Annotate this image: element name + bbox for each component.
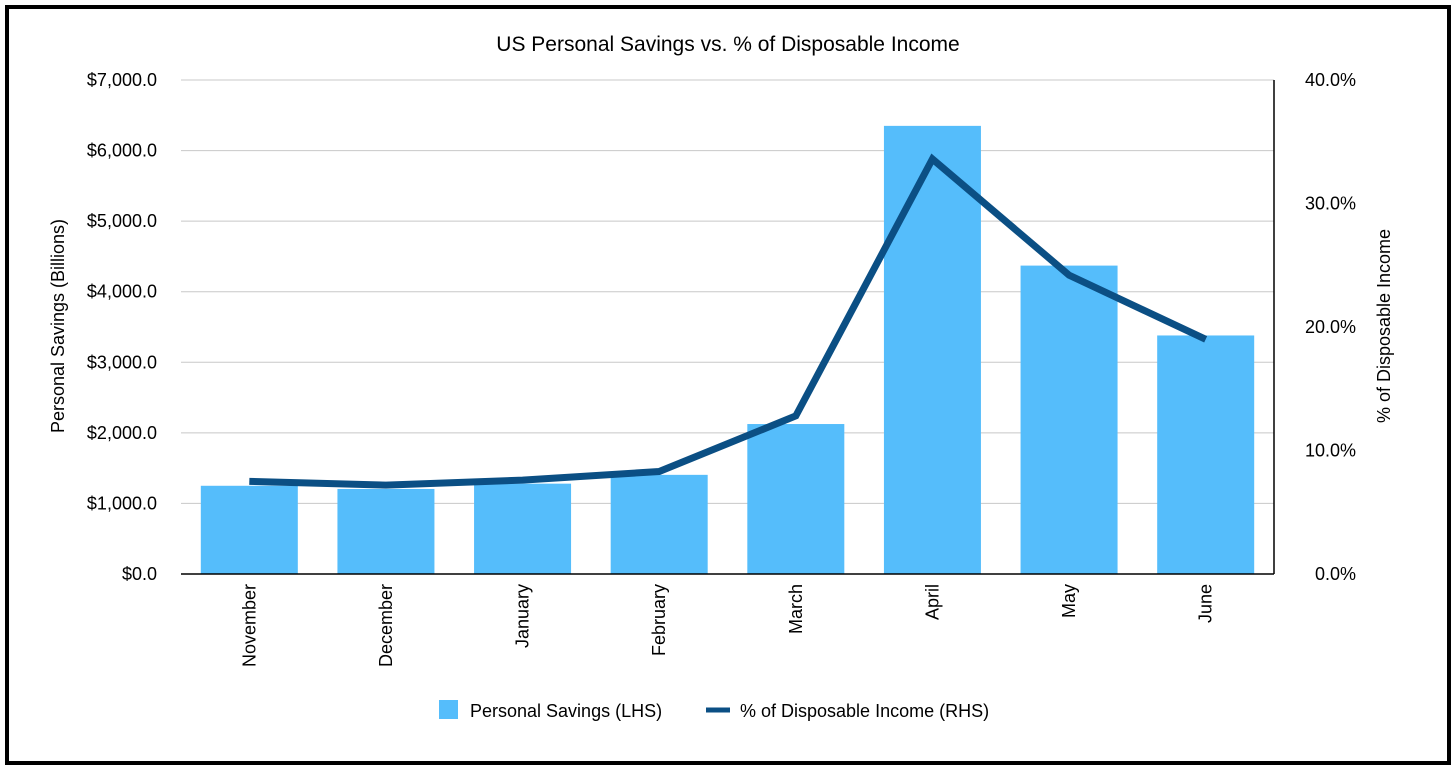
x-tick-label: December: [376, 584, 396, 667]
legend-label-line: % of Disposable Income (RHS): [740, 701, 989, 721]
right-tick-label: 10.0%: [1305, 441, 1356, 461]
left-tick-label: $4,000.0: [87, 282, 157, 302]
bar-series: [200, 125, 1255, 574]
right-tick-label: 30.0%: [1305, 194, 1356, 214]
bar-june: [1157, 335, 1255, 574]
chart-title: US Personal Savings vs. % of Disposable …: [496, 33, 959, 56]
x-tick-label: May: [1059, 584, 1079, 618]
bar-december: [337, 488, 435, 574]
bar-february: [610, 474, 708, 574]
bar-april: [883, 125, 981, 574]
right-tick-label: 40.0%: [1305, 70, 1356, 90]
x-tick-label: March: [786, 584, 806, 634]
right-axis-ticks: 0.0% 10.0% 20.0% 30.0% 40.0%: [1305, 70, 1356, 584]
right-axis-title: % of Disposable Income: [1374, 229, 1394, 423]
left-tick-label: $2,000.0: [87, 423, 157, 443]
bar-may: [1020, 265, 1118, 574]
legend-label-bar: Personal Savings (LHS): [470, 701, 662, 721]
left-axis-title: Personal Savings (Billions): [48, 219, 68, 433]
left-tick-label: $1,000.0: [87, 493, 157, 513]
income-percent-line: [249, 153, 1208, 489]
bar-january: [474, 483, 572, 574]
axes: [181, 80, 1275, 575]
x-tick-label: April: [922, 584, 942, 620]
left-tick-label: $0.0: [122, 564, 157, 584]
left-tick-label: $3,000.0: [87, 352, 157, 372]
right-tick-label: 20.0%: [1305, 317, 1356, 337]
legend-swatch-bar: [439, 700, 458, 719]
legend: Personal Savings (LHS) % of Disposable I…: [439, 700, 989, 721]
x-tick-label: February: [649, 584, 669, 656]
x-axis-ticks: November December January February March Apri…: [239, 584, 1215, 667]
right-tick-label: 0.0%: [1315, 564, 1356, 584]
bar-november: [200, 485, 298, 574]
x-tick-label: January: [513, 584, 533, 648]
left-tick-label: $7,000.0: [87, 70, 157, 90]
line-series: [249, 153, 1208, 489]
x-tick-label: June: [1196, 584, 1216, 623]
left-tick-label: $6,000.0: [87, 141, 157, 161]
bar-march: [747, 424, 845, 574]
left-tick-label: $5,000.0: [87, 211, 157, 231]
left-axis-ticks: $0.0 $1,000.0 $2,000.0 $3,000.0 $4,000.0 $5,0…: [87, 70, 157, 584]
x-tick-label: November: [239, 584, 259, 667]
